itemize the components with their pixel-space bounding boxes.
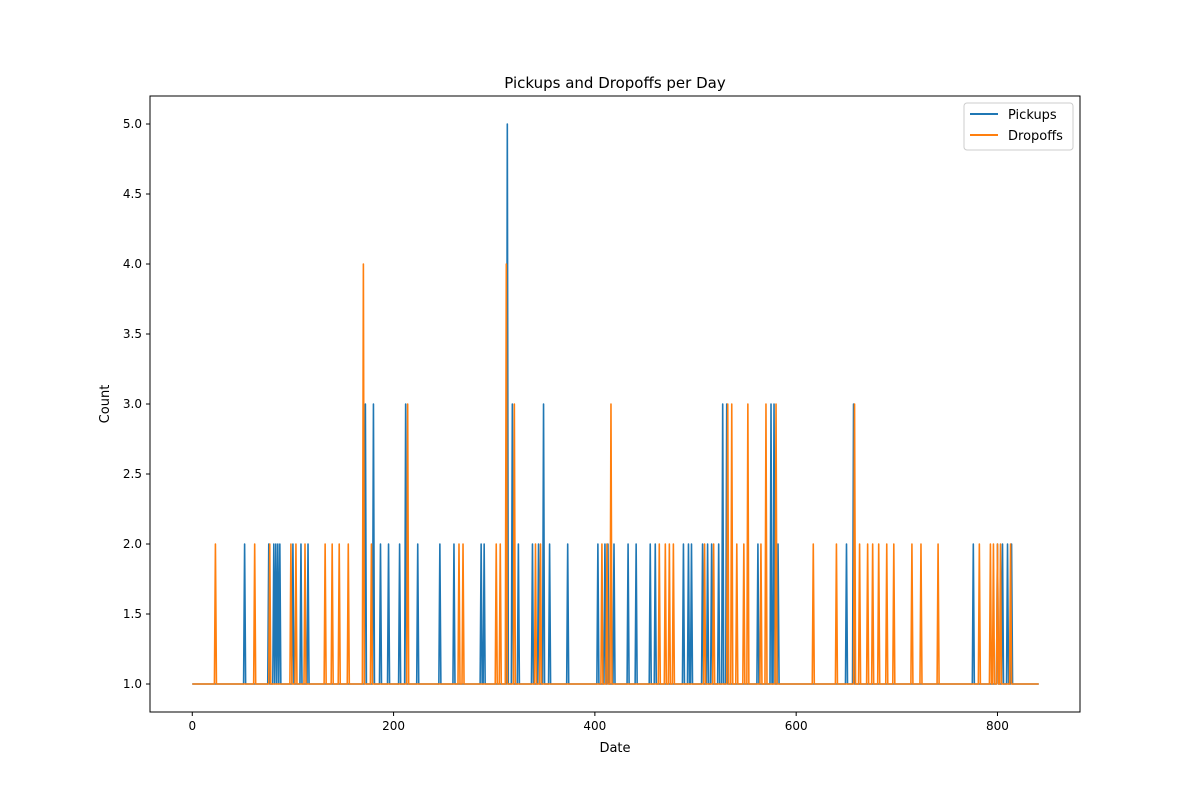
x-tick-label: 800 <box>986 719 1009 733</box>
y-tick-label: 4.5 <box>123 187 142 201</box>
legend-label-pickups: Pickups <box>1008 108 1057 123</box>
y-tick-label: 2.0 <box>123 537 142 551</box>
legend-label-dropoffs: Dropoffs <box>1008 129 1063 144</box>
legend: Pickups Dropoffs <box>964 103 1073 150</box>
y-tick-label: 2.5 <box>123 467 142 481</box>
x-tick-label: 0 <box>188 719 196 733</box>
y-tick-label: 3.5 <box>123 327 142 341</box>
y-tick-label: 1.5 <box>123 607 142 621</box>
y-axis-label: Count <box>98 385 113 424</box>
y-tick-label: 5.0 <box>123 117 142 131</box>
x-tick-label: 400 <box>583 719 606 733</box>
y-tick-label: 3.0 <box>123 397 142 411</box>
x-tick-label: 600 <box>785 719 808 733</box>
y-tick-label: 4.0 <box>123 257 142 271</box>
y-tick-label: 1.0 <box>123 677 142 691</box>
x-tick-label: 200 <box>382 719 405 733</box>
chart-title: Pickups and Dropoffs per Day <box>504 74 726 92</box>
x-axis-label: Date <box>599 741 630 756</box>
